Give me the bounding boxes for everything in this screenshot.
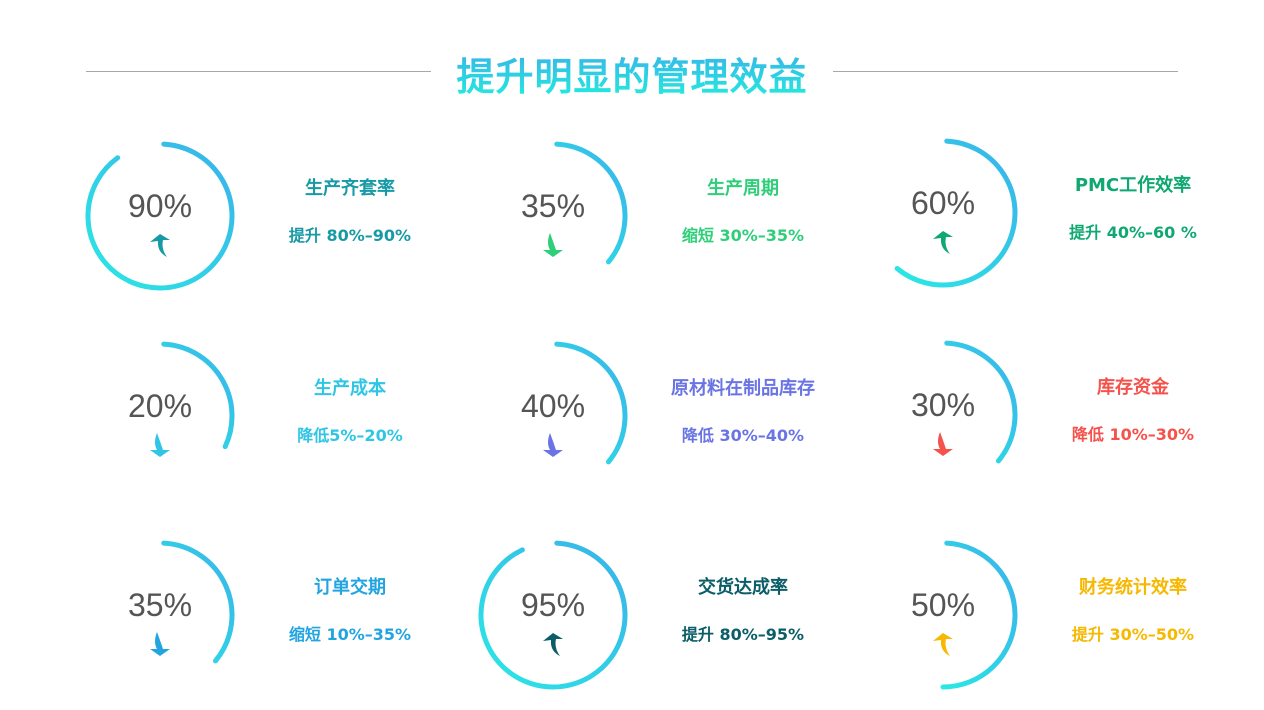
metric-info: PMC工作效率 提升 40%–60 % bbox=[1033, 171, 1233, 243]
metric-info: 原材料在制品库存 降低 30%–40% bbox=[643, 374, 843, 446]
metric-card: 40% 原材料在制品库存 降低 30%–40% bbox=[473, 336, 853, 496]
arrow-up-icon bbox=[543, 633, 563, 656]
arrow-down-icon bbox=[543, 433, 563, 457]
metric-name: 生产成本 bbox=[314, 378, 386, 399]
progress-arc bbox=[161, 341, 235, 450]
metric-value: 35% bbox=[520, 188, 586, 224]
progress-arc bbox=[554, 141, 628, 265]
arrow-down-icon bbox=[933, 432, 953, 456]
metric-info: 生产成本 降低5%–20% bbox=[250, 374, 450, 446]
title-divider-left bbox=[86, 71, 431, 72]
metric-desc: 提升 80%–95% bbox=[681, 625, 805, 644]
metric-card: 35% 订单交期 缩短 10%–35% bbox=[80, 535, 460, 695]
metric-info: 库存资金 降低 10%–30% bbox=[1033, 373, 1233, 445]
metric-desc: 降低5%–20% bbox=[297, 426, 403, 445]
metric-name: 原材料在制品库存 bbox=[671, 378, 815, 399]
metric-value: 35% bbox=[127, 587, 193, 623]
progress-ring bbox=[554, 341, 628, 465]
metric-value: 60% bbox=[910, 185, 976, 221]
metric-name: 生产周期 bbox=[707, 178, 779, 199]
arrow-up-icon bbox=[933, 633, 953, 656]
progress-ring bbox=[894, 138, 1018, 288]
metric-name: 财务统计效率 bbox=[1079, 577, 1187, 598]
metric-name: 交货达成率 bbox=[698, 577, 788, 598]
progress-arc bbox=[161, 540, 235, 664]
arrow-up-icon bbox=[933, 231, 953, 254]
metric-value: 90% bbox=[127, 188, 193, 224]
metric-card: 90% 生产齐套率 提升 80%–90% bbox=[80, 136, 460, 296]
metric-value: 95% bbox=[520, 587, 586, 623]
arrow-down-icon bbox=[150, 632, 170, 656]
metric-value: 30% bbox=[910, 387, 976, 423]
metric-card: 50% 财务统计效率 提升 30%–50% bbox=[863, 535, 1243, 695]
metric-desc: 提升 30%–50% bbox=[1071, 625, 1195, 644]
metric-desc: 提升 40%–60 % bbox=[1069, 223, 1197, 242]
page-title: 提升明显的管理效益 bbox=[432, 46, 832, 101]
metric-desc: 降低 10%–30% bbox=[1071, 425, 1195, 444]
arrow-down-icon bbox=[543, 233, 563, 257]
metric-card: 95% 交货达成率 提升 80%–95% bbox=[473, 535, 853, 695]
metric-desc: 缩短 30%–35% bbox=[681, 226, 805, 245]
metric-info: 财务统计效率 提升 30%–50% bbox=[1033, 573, 1233, 645]
progress-arc bbox=[894, 138, 1018, 288]
metric-desc: 提升 80%–90% bbox=[288, 226, 412, 245]
metric-name: 库存资金 bbox=[1097, 377, 1169, 398]
metric-value: 50% bbox=[910, 587, 976, 623]
progress-arc bbox=[944, 340, 1018, 464]
metric-value: 20% bbox=[127, 388, 193, 424]
progress-ring bbox=[478, 540, 628, 690]
metric-value: 40% bbox=[520, 388, 586, 424]
arrow-down-icon bbox=[150, 433, 170, 457]
metric-card: 35% 生产周期 缩短 30%–35% bbox=[473, 136, 853, 296]
metric-card: 20% 生产成本 降低5%–20% bbox=[80, 336, 460, 496]
metric-card: 60% PMC工作效率 提升 40%–60 % bbox=[863, 133, 1243, 293]
progress-ring bbox=[161, 341, 235, 450]
title-divider-right bbox=[833, 71, 1178, 72]
progress-ring bbox=[161, 540, 235, 664]
metric-info: 订单交期 缩短 10%–35% bbox=[250, 573, 450, 645]
progress-arc bbox=[554, 341, 628, 465]
metric-name: PMC工作效率 bbox=[1074, 175, 1192, 196]
progress-arc bbox=[478, 540, 628, 690]
metric-name: 订单交期 bbox=[314, 577, 386, 598]
metric-desc: 降低 30%–40% bbox=[681, 426, 805, 445]
progress-ring bbox=[85, 141, 235, 291]
progress-ring bbox=[554, 141, 628, 265]
progress-ring bbox=[940, 540, 1018, 690]
progress-arc bbox=[940, 540, 1018, 690]
arrow-up-icon bbox=[150, 234, 170, 257]
metric-info: 生产齐套率 提升 80%–90% bbox=[250, 174, 450, 246]
metric-desc: 缩短 10%–35% bbox=[288, 625, 412, 644]
progress-arc bbox=[85, 141, 235, 291]
metric-card: 30% 库存资金 降低 10%–30% bbox=[863, 335, 1243, 495]
metric-info: 生产周期 缩短 30%–35% bbox=[643, 174, 843, 246]
metric-name: 生产齐套率 bbox=[305, 178, 395, 199]
progress-ring bbox=[944, 340, 1018, 464]
metric-info: 交货达成率 提升 80%–95% bbox=[643, 573, 843, 645]
